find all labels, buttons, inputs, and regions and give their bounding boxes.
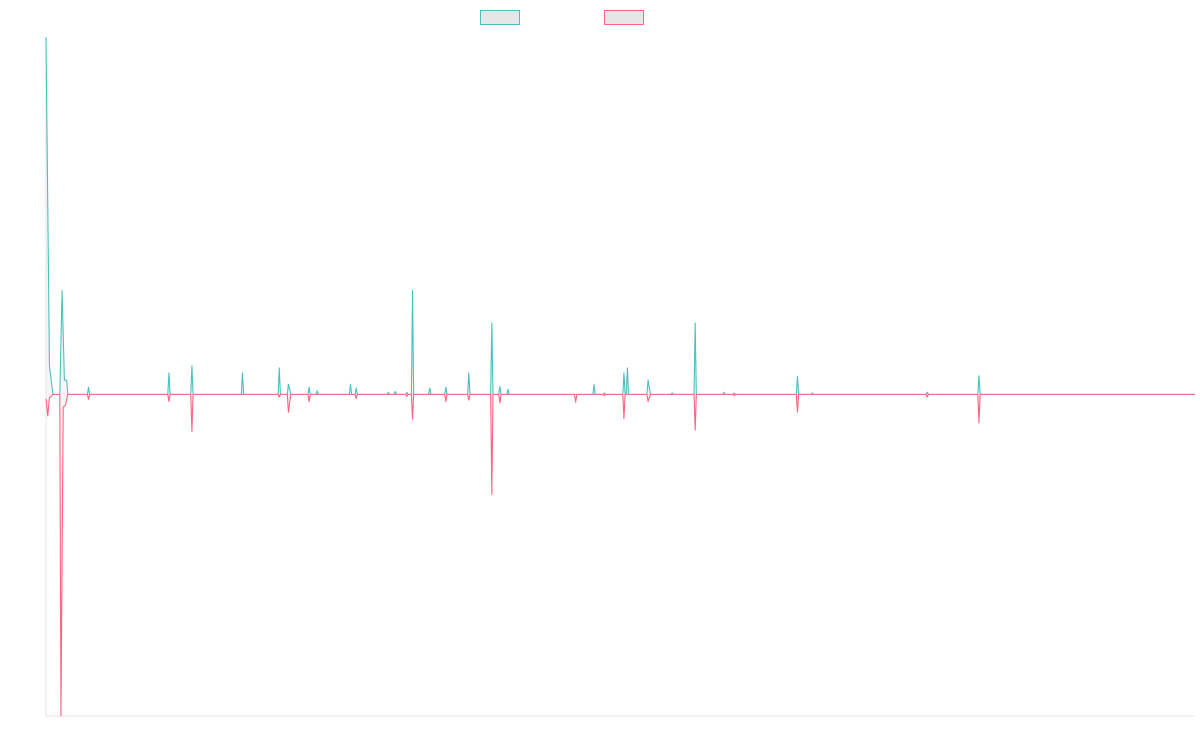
plot-area: [45, 36, 1195, 717]
chart-axes: [45, 37, 1195, 717]
series-2-area: [46, 394, 1195, 716]
legend-swatch-series-1: [480, 10, 520, 25]
legend-item-series-1[interactable]: [480, 9, 526, 26]
legend-swatch-series-2: [604, 10, 644, 25]
series-1: [45, 36, 1195, 395]
legend-item-series-2[interactable]: [604, 9, 650, 26]
chart-legend: [0, 9, 1200, 27]
series-1-area: [46, 37, 1195, 395]
series-1-line: [45, 36, 1195, 395]
series-2: [45, 393, 1195, 717]
series-2-line: [45, 393, 1195, 717]
